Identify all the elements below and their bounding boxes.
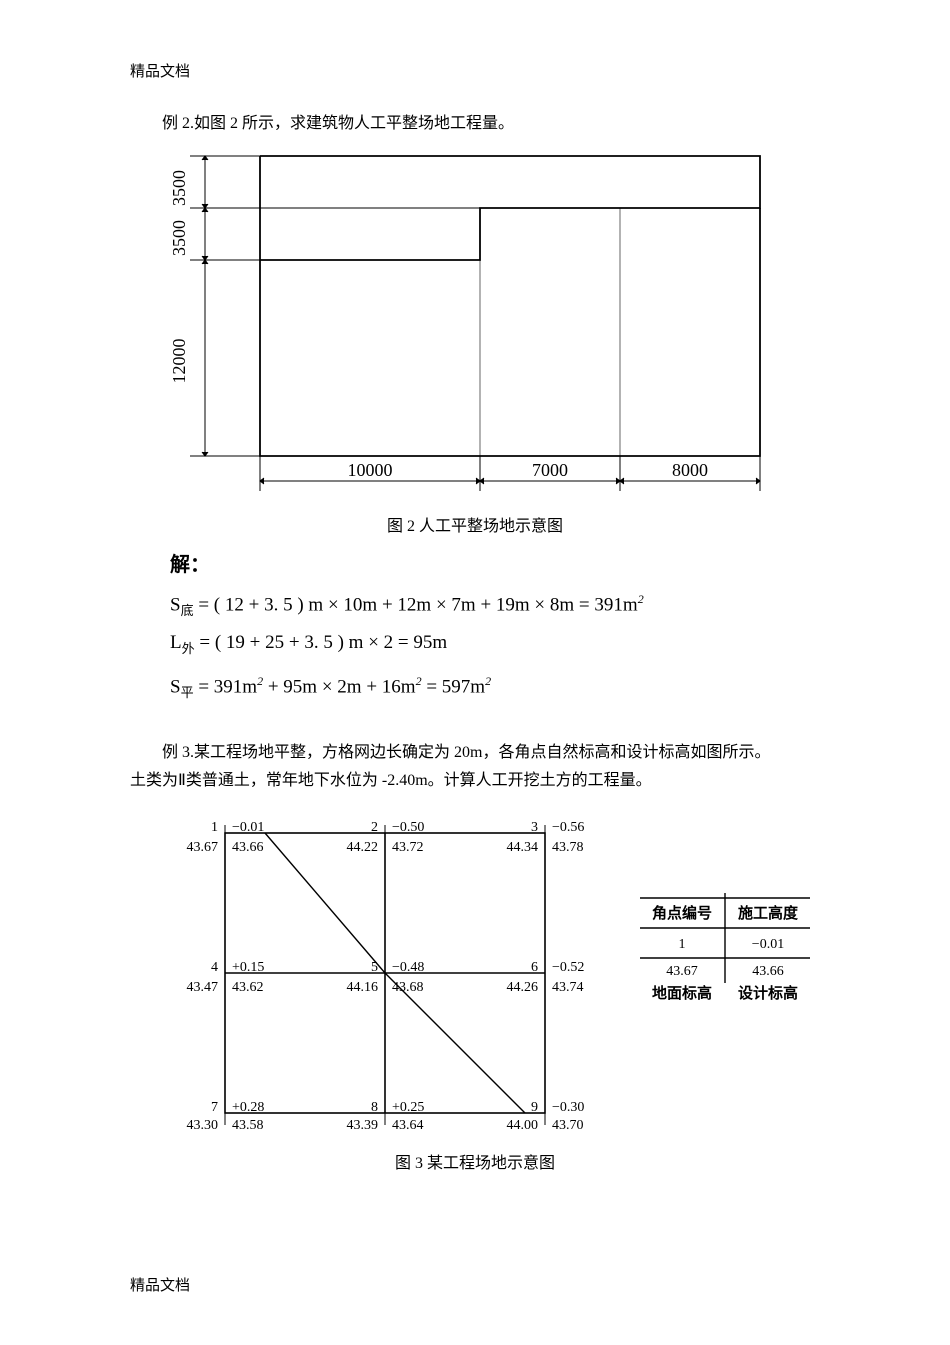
p7-d: 43.58 xyxy=(232,1118,264,1133)
p4-d: 43.62 xyxy=(232,980,264,995)
figure-2: 3500 3500 12000 10000 xyxy=(130,146,820,506)
dim-v2: 3500 xyxy=(169,220,189,256)
p3-id: 3 xyxy=(531,820,538,835)
p2-h: −0.50 xyxy=(392,820,424,835)
p6-g: 44.26 xyxy=(507,980,539,995)
p3-g: 44.34 xyxy=(507,840,539,855)
dim-h2: 7000 xyxy=(532,460,568,480)
figure-3-caption: 图 3 某工程场地示意图 xyxy=(130,1149,820,1173)
p1-d: 43.66 xyxy=(232,840,264,855)
p9-d: 43.70 xyxy=(552,1118,584,1133)
legend-br: 设计标高 xyxy=(738,984,798,1002)
p8-h: +0.25 xyxy=(392,1100,424,1115)
example2-title: 例 2.如图 2 所示，求建筑物人工平整场地工程量。 xyxy=(130,110,820,138)
figure-2-caption: 图 2 人工平整场地示意图 xyxy=(130,512,820,536)
example3-line2: 土类为Ⅱ类普通土，常年地下水位为 -2.40m。计算人工开挖土方的工程量。 xyxy=(130,767,820,795)
dim-v3: 12000 xyxy=(169,339,189,384)
p4-id: 4 xyxy=(211,960,218,975)
page-header: 精品文档 xyxy=(130,60,190,81)
p5-g: 44.16 xyxy=(347,980,379,995)
p7-id: 7 xyxy=(211,1100,218,1115)
solution-head: 解： xyxy=(170,548,820,577)
page-footer: 精品文档 xyxy=(130,1274,190,1295)
legend-br-ex: 43.66 xyxy=(752,964,784,979)
legend-tl: 角点编号 xyxy=(652,904,712,922)
p4-h: +0.15 xyxy=(232,960,264,975)
p9-g: 44.00 xyxy=(507,1118,539,1133)
page-content: 例 2.如图 2 所示，求建筑物人工平整场地工程量。 xyxy=(130,110,820,1185)
legend-box: 角点编号 施工高度 1 −0.01 43.67 43.66 地面标高 设计标高 xyxy=(640,893,810,1002)
figure-3: 1 −0.01 43.67 43.66 2 −0.50 44.22 43.72 … xyxy=(130,803,820,1143)
example3-line1: 例 3.某工程场地平整，方格网边长确定为 20m，各角点自然标高和设计标高如图所… xyxy=(130,739,820,767)
legend-bl: 地面标高 xyxy=(652,984,712,1002)
p3-d: 43.78 xyxy=(552,840,584,855)
p6-h: −0.52 xyxy=(552,960,584,975)
legend-mr: −0.01 xyxy=(752,937,784,952)
dim-v1: 3500 xyxy=(169,170,189,206)
dim-h1: 10000 xyxy=(348,460,393,480)
p1-id: 1 xyxy=(211,820,218,835)
p9-id: 9 xyxy=(531,1100,538,1115)
p5-d: 43.68 xyxy=(392,980,424,995)
equation-3: S平 = 391m2 + 95m × 2m + 16m2 = 597m2 xyxy=(170,665,820,709)
legend-tr: 施工高度 xyxy=(738,904,799,922)
p3-h: −0.56 xyxy=(552,820,584,835)
p8-d: 43.64 xyxy=(392,1118,424,1133)
legend-ml: 1 xyxy=(679,937,686,952)
equation-2: L外 = ( 19 + 25 + 3. 5 ) m × 2 = 95m xyxy=(170,627,820,665)
p7-g: 43.30 xyxy=(187,1118,219,1133)
dim-h3: 8000 xyxy=(672,460,708,480)
p8-g: 43.39 xyxy=(347,1118,379,1133)
p2-d: 43.72 xyxy=(392,840,424,855)
p5-h: −0.48 xyxy=(392,960,424,975)
equation-1: S底 = ( 12 + 3. 5 ) m × 10m + 12m × 7m + … xyxy=(170,583,820,627)
p2-g: 44.22 xyxy=(347,840,379,855)
p2-id: 2 xyxy=(371,820,378,835)
p1-g: 43.67 xyxy=(187,840,219,855)
p7-h: +0.28 xyxy=(232,1100,264,1115)
solution-block: 解： S底 = ( 12 + 3. 5 ) m × 10m + 12m × 7m… xyxy=(170,548,820,709)
p4-g: 43.47 xyxy=(187,980,219,995)
legend-bl-ex: 43.67 xyxy=(666,964,698,979)
p5-id: 5 xyxy=(371,960,378,975)
p6-id: 6 xyxy=(531,960,538,975)
p1-h: −0.01 xyxy=(232,820,264,835)
p9-h: −0.30 xyxy=(552,1100,584,1115)
p6-d: 43.74 xyxy=(552,980,584,995)
p8-id: 8 xyxy=(371,1100,378,1115)
